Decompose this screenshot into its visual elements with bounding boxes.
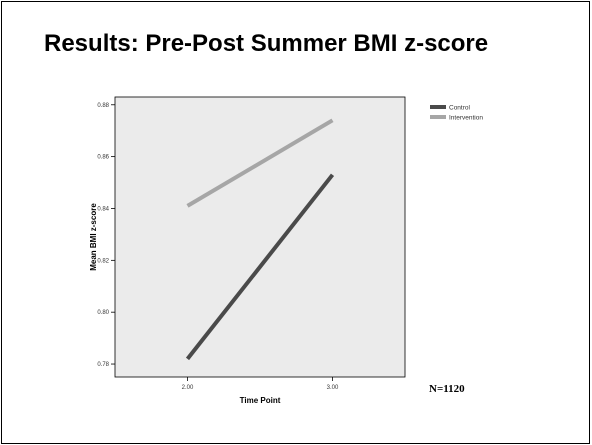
- legend-label-intervention: Intervention: [449, 115, 483, 122]
- y-tick-label: 0.84: [97, 206, 109, 212]
- legend: Control Intervention: [430, 105, 483, 122]
- x-axis-title: Time Point: [240, 396, 281, 405]
- y-axis-title: Mean BMI z-score: [89, 203, 98, 271]
- y-tick-label: 0.86: [97, 155, 109, 161]
- y-tick-label: 0.82: [97, 258, 109, 264]
- y-axis: 0.78 0.80 0.82 0.84 0.86 0.88: [97, 103, 115, 368]
- legend-label-control: Control: [449, 105, 471, 112]
- y-tick-label: 0.80: [97, 310, 109, 316]
- plot-area: [114, 96, 406, 378]
- series-group: [185, 118, 335, 361]
- sample-size-note: N=1120: [429, 383, 465, 395]
- series-line-intervention: [186, 118, 334, 208]
- y-tick-label: 0.88: [97, 103, 109, 109]
- series-line-control: [185, 173, 335, 361]
- x-tick-label: 2.00: [182, 385, 194, 391]
- x-axis: 2.00 3.00: [182, 377, 339, 391]
- slide-title: Results: Pre-Post Summer BMI z-score: [44, 30, 489, 57]
- y-tick-label: 0.78: [97, 362, 109, 368]
- x-tick-label: 3.00: [327, 385, 339, 391]
